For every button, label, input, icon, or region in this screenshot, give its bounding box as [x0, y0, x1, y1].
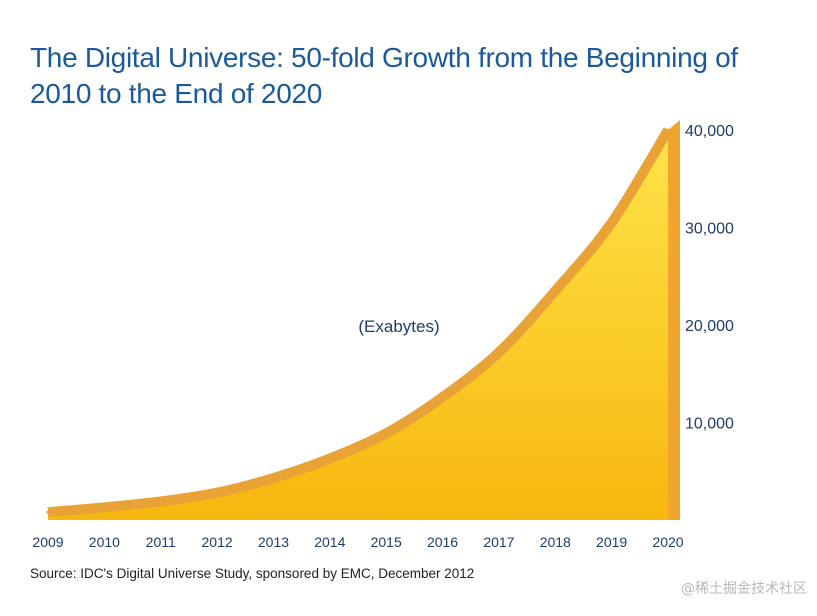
- chart-title: The Digital Universe: 50-fold Growth fro…: [30, 42, 738, 109]
- data-point-2013: [271, 476, 275, 480]
- area-fill: [48, 130, 668, 520]
- x-tick-label: 2020: [652, 534, 683, 550]
- data-point-2014: [328, 457, 332, 461]
- data-point-2016: [441, 395, 445, 399]
- x-tick-label: 2015: [371, 534, 402, 550]
- data-point-2015: [384, 431, 388, 435]
- y-tick-label: 40,000: [685, 123, 734, 140]
- unit-label: (Exabytes): [358, 317, 439, 336]
- source-note: Source: IDC's Digital Universe Study, sp…: [30, 566, 475, 581]
- data-point-2011: [159, 499, 163, 503]
- data-point-2017: [497, 350, 501, 354]
- x-tick-label: 2017: [483, 534, 514, 550]
- data-point-2019: [610, 221, 614, 225]
- x-tick-label: 2016: [427, 534, 458, 550]
- x-tick-label: 2009: [32, 534, 63, 550]
- area-side-face: [668, 120, 680, 520]
- x-tick-label: 2012: [202, 534, 233, 550]
- x-tick-label: 2018: [540, 534, 571, 550]
- data-point-2020: [666, 128, 670, 132]
- y-tick-label: 20,000: [685, 318, 734, 335]
- x-tick-label: 2019: [596, 534, 627, 550]
- watermark: @稀土掘金技术社区: [681, 581, 807, 597]
- data-point-2009: [46, 510, 50, 514]
- data-point-2018: [553, 289, 557, 293]
- x-tick-label: 2010: [89, 534, 120, 550]
- data-point-2012: [215, 491, 219, 495]
- x-tick-label: 2014: [314, 534, 345, 550]
- y-tick-label: 30,000: [685, 221, 734, 238]
- y-tick-label: 10,000: [685, 416, 734, 433]
- x-tick-label: 2013: [258, 534, 289, 550]
- x-tick-label: 2011: [146, 534, 176, 550]
- data-point-2010: [102, 505, 106, 509]
